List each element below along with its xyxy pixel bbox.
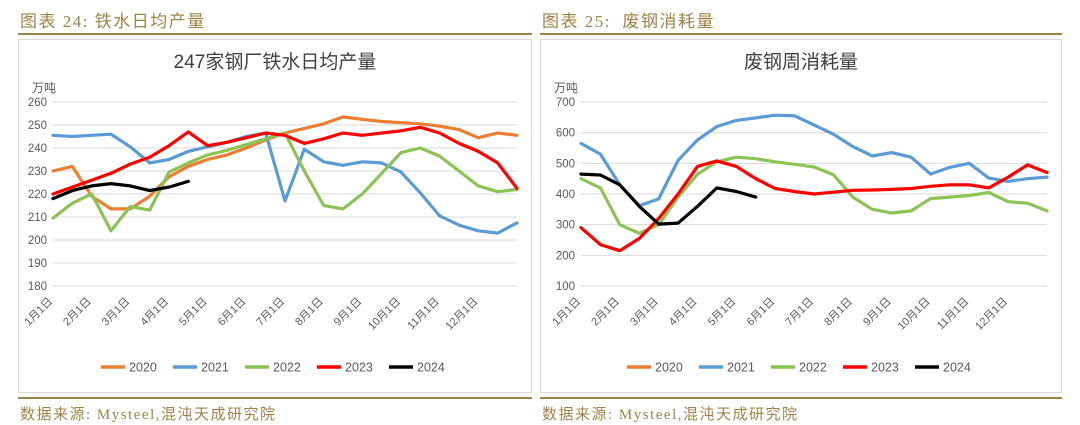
x-axis-tick-label: 2月1日	[61, 296, 94, 329]
chart-25-source-note: 数据来源: Mysteel,混沌天成研究院	[540, 397, 1062, 424]
legend-label-2020: 2020	[655, 361, 683, 375]
y-axis-tick-label: 260	[28, 97, 47, 109]
y-axis-tick-label: 250	[28, 120, 47, 132]
legend-label-2022: 2022	[273, 361, 301, 375]
y-axis-unit-label: 万吨	[32, 81, 56, 95]
x-axis-tick-label: 2月1日	[589, 296, 622, 329]
chart-24-heading: 图表 24: 铁水日均产量	[18, 0, 532, 35]
series-line-2021	[579, 113, 1049, 208]
chart-24-section: 图表 24: 铁水日均产量 260 250 240 230 220 210 200 190 18…	[18, 0, 532, 424]
x-axis-tick-label: 12月1日	[973, 296, 1010, 333]
legend-label-2024: 2024	[417, 361, 445, 375]
x-axis-tick-label: 1月1日	[550, 296, 583, 329]
x-axis-tick-label: 9月1日	[861, 296, 894, 329]
chart-24-panel: 260 250 240 230 220 210 200 190 180 247家钢厂铁水日均产量万…	[18, 39, 532, 393]
series-line-2024	[579, 172, 758, 226]
x-axis-tick-label: 10月1日	[896, 296, 933, 333]
chart-25-heading: 图表 25: 废钢消耗量	[540, 0, 1062, 35]
y-axis-tick-label: 180	[28, 281, 47, 293]
y-axis-unit-label: 万吨	[554, 81, 578, 95]
legend-label-2023: 2023	[871, 361, 899, 375]
series-line-2023	[579, 159, 1049, 253]
y-axis-tick-label: 700	[556, 97, 575, 109]
chart-25-section: 图表 25: 废钢消耗量 700 600 500 400 300 200 100 废钢周消耗量…	[540, 0, 1062, 424]
chart-title: 废钢周消耗量	[744, 51, 858, 73]
y-axis-tick-label: 200	[556, 250, 575, 262]
y-axis-tick-label: 300	[556, 220, 575, 232]
legend-label-2024: 2024	[943, 361, 971, 375]
chart-25-panel: 700 600 500 400 300 200 100 废钢周消耗量万吨 1月1日 2月1日 3月1…	[540, 39, 1062, 393]
x-axis-tick-label: 4月1日	[667, 296, 700, 329]
chart-title: 247家钢厂铁水日均产量	[174, 51, 377, 73]
x-axis-tick-label: 9月1日	[332, 296, 365, 329]
x-axis-tick-label: 5月1日	[177, 296, 210, 329]
x-axis-tick-label: 6月1日	[216, 296, 249, 329]
y-axis-tick-label: 240	[28, 143, 47, 155]
x-axis-tick-label: 5月1日	[706, 296, 739, 329]
y-axis-tick-label: 220	[28, 189, 47, 201]
y-axis-tick-label: 400	[556, 189, 575, 201]
series-line-2024	[51, 179, 190, 201]
legend-label-2021: 2021	[727, 361, 755, 375]
series-line-2021	[51, 131, 519, 235]
x-axis-tick-label: 7月1日	[254, 296, 287, 329]
legend-label-2021: 2021	[201, 361, 229, 375]
legend-label-2022: 2022	[799, 361, 827, 375]
hot-metal-output-line-chart: 260 250 240 230 220 210 200 190 180 247家钢厂铁水日均产量万…	[22, 51, 519, 375]
legend-label-2023: 2023	[345, 361, 373, 375]
x-axis-tick-label: 6月1日	[745, 296, 778, 329]
x-axis-tick-label: 7月1日	[783, 296, 816, 329]
chart-24-source-note: 数据来源: Mysteel,混沌天成研究院	[18, 397, 532, 424]
y-axis-tick-label: 500	[556, 158, 575, 170]
y-axis-tick-label: 200	[28, 235, 47, 247]
series-line-2022	[51, 131, 519, 233]
x-axis-tick-label: 10月1日	[366, 296, 403, 333]
y-axis-tick-label: 230	[28, 166, 47, 178]
x-axis-tick-label: 3月1日	[100, 296, 133, 329]
x-axis-tick-label: 8月1日	[822, 296, 855, 329]
y-axis-tick-label: 210	[28, 212, 47, 224]
x-axis-tick-label: 11月1日	[405, 296, 441, 332]
x-axis-tick-label: 12月1日	[443, 296, 480, 333]
x-axis-tick-label: 11月1日	[935, 296, 971, 332]
x-axis-tick-label: 8月1日	[293, 296, 326, 329]
series-line-2023	[51, 125, 519, 196]
legend-label-2020: 2020	[129, 361, 157, 375]
y-axis-tick-label: 190	[28, 258, 47, 270]
y-axis-tick-label: 100	[556, 281, 575, 293]
x-axis-tick-label: 3月1日	[628, 296, 661, 329]
y-axis-tick-label: 600	[556, 128, 575, 140]
x-axis-tick-label: 1月1日	[22, 296, 55, 329]
x-axis-tick-label: 4月1日	[138, 296, 171, 329]
